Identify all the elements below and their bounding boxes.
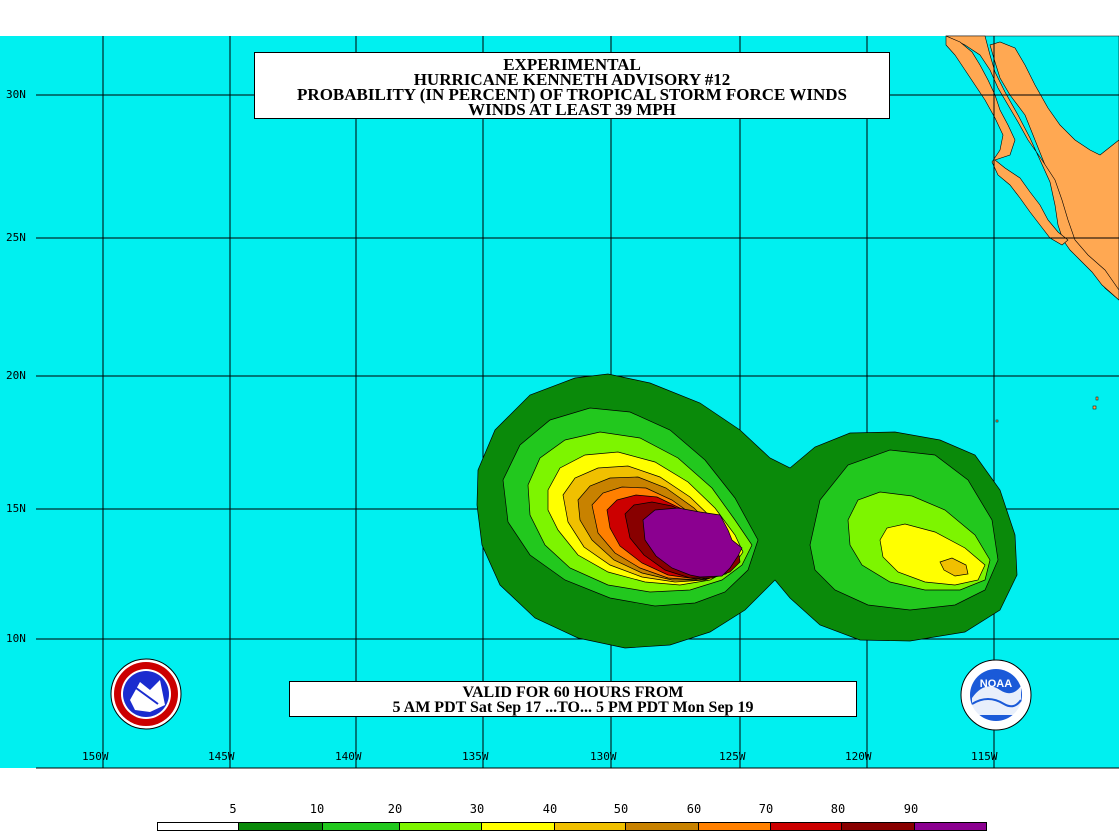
title-line-3: PROBABILITY (IN PERCENT) OF TROPICAL STO… — [297, 85, 847, 104]
title-box: EXPERIMENTAL HURRICANE KENNETH ADVISORY … — [254, 52, 890, 119]
validity-line-1: VALID FOR 60 HOURS FROM — [462, 684, 684, 701]
lat-label-10n: 10N — [6, 632, 26, 645]
legend-label-70: 70 — [758, 802, 774, 816]
legend-swatch-9 — [841, 823, 915, 830]
probability-contours — [476, 373, 1018, 649]
lat-label-15n: 15N — [6, 502, 26, 515]
legend-label-60: 60 — [686, 802, 702, 816]
title-line-4: WINDS AT LEAST 39 MPH — [468, 100, 676, 119]
validity-box: VALID FOR 60 HOURS FROM 5 AM PDT Sat Sep… — [289, 681, 857, 717]
lon-label-145w: 145W — [208, 750, 235, 763]
validity-line-2: 5 AM PDT Sat Sep 17 ...TO... 5 PM PDT Mo… — [392, 699, 754, 716]
legend-swatch-1 — [237, 823, 322, 830]
legend-label-5: 5 — [229, 802, 237, 816]
legend-label-10: 10 — [309, 802, 325, 816]
legend-swatch-8 — [769, 823, 842, 830]
title-line-1: EXPERIMENTAL — [503, 55, 641, 74]
land-baja-peninsula — [945, 35, 1069, 246]
legend-label-30: 30 — [469, 802, 485, 816]
nws-logo — [110, 658, 182, 730]
legend-label-90: 90 — [903, 802, 919, 816]
legend-swatch-3 — [399, 823, 482, 830]
lat-label-20n: 20N — [6, 369, 26, 382]
lon-label-130w: 130W — [590, 750, 617, 763]
title-line-2: HURRICANE KENNETH ADVISORY #12 — [413, 70, 731, 89]
legend-swatch-4 — [481, 823, 555, 830]
noaa-logo: NOAA — [960, 659, 1032, 731]
lon-label-135w: 135W — [462, 750, 489, 763]
legend-swatch-0 — [158, 823, 238, 830]
legend-label-50: 50 — [613, 802, 629, 816]
legend-swatch-10 — [914, 823, 987, 830]
contour-max — [642, 507, 743, 578]
legend-color-bar — [157, 822, 987, 831]
lon-label-115w: 115W — [971, 750, 998, 763]
legend-label-40: 40 — [542, 802, 558, 816]
legend-swatch-2 — [321, 823, 400, 830]
legend-swatch-5 — [554, 823, 625, 830]
lon-label-125w: 125W — [719, 750, 746, 763]
legend-label-20: 20 — [387, 802, 403, 816]
lon-label-120w: 120W — [845, 750, 872, 763]
legend-swatch-7 — [697, 823, 770, 830]
lon-label-140w: 140W — [335, 750, 362, 763]
lat-label-25n: 25N — [6, 231, 26, 244]
noaa-logo-text: NOAA — [980, 678, 1012, 690]
land-baja — [945, 35, 1119, 301]
lon-label-150w: 150W — [82, 750, 109, 763]
legend-label-80: 80 — [830, 802, 846, 816]
islands — [995, 396, 1099, 423]
legend-swatch-6 — [624, 823, 698, 830]
lat-label-30n: 30N — [6, 88, 26, 101]
